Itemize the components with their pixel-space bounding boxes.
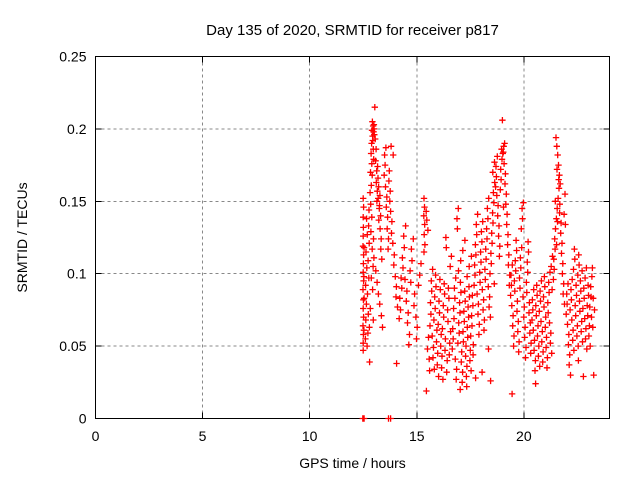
- y-tick-label: 0.15: [59, 193, 86, 209]
- x-tick-label: 0: [92, 428, 100, 444]
- y-tick-label: 0.05: [59, 338, 86, 354]
- chart-title: Day 135 of 2020, SRMTID for receiver p81…: [206, 22, 499, 39]
- x-tick-label: 5: [199, 428, 207, 444]
- axis-ticks: [95, 56, 610, 419]
- y-axis-label: SRMTID / TECUs: [14, 182, 30, 292]
- plot-border: [95, 56, 610, 419]
- x-tick-label: 20: [516, 428, 532, 444]
- y-tick-label: 0.1: [67, 266, 87, 282]
- data-points: [359, 104, 598, 422]
- tick-labels: 0 5 10 15 20 0 0.05 0.1 0.15 0.2 0.25: [59, 49, 532, 445]
- y-tick-label: 0: [79, 411, 87, 427]
- y-tick-label: 0.2: [67, 121, 87, 137]
- x-tick-label: 15: [409, 428, 425, 444]
- y-tick-label: 0.25: [59, 49, 86, 65]
- x-axis-label: GPS time / hours: [299, 455, 406, 471]
- data-points-group: [359, 104, 598, 422]
- x-tick-label: 10: [302, 428, 318, 444]
